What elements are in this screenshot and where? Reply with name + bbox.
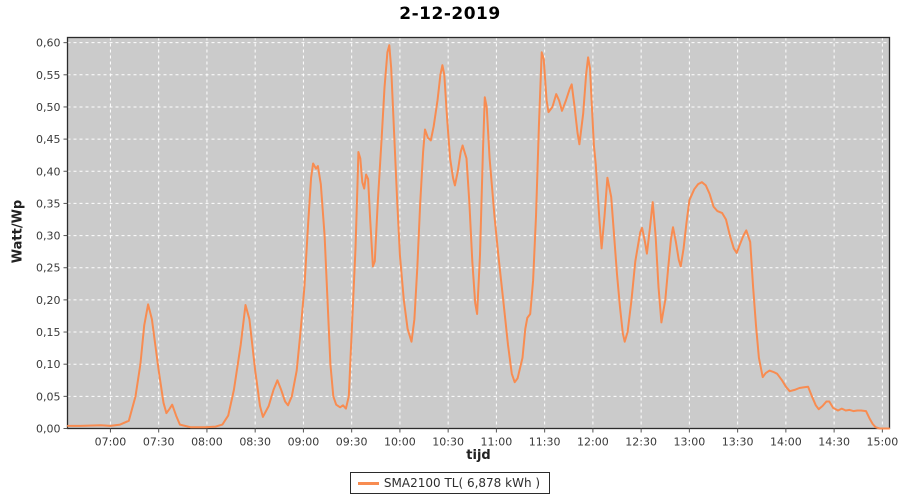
series-line [67, 44, 891, 430]
y-tick-label: 0,20 [36, 294, 61, 307]
y-tick-label: 0,40 [36, 165, 61, 178]
x-tick-label: 07:00 [95, 436, 127, 449]
x-tick-label: 08:00 [191, 436, 223, 449]
x-tick-label: 12:30 [625, 436, 657, 449]
x-tick-label: 08:30 [239, 436, 271, 449]
x-tick-label: 11:30 [529, 436, 561, 449]
legend-series-label: SMA2100 TL( 6,878 kWh ) [383, 476, 541, 490]
x-tick-label: 09:30 [336, 436, 368, 449]
legend-box: SMA2100 TL( 6,878 kWh ) [349, 472, 551, 494]
y-tick-label: 0,15 [36, 326, 61, 339]
x-tick-label: 11:00 [481, 436, 513, 449]
x-tick-label: 13:30 [722, 436, 754, 449]
x-axis-title: tijd [466, 448, 491, 463]
y-tick-label: 0,35 [36, 197, 61, 210]
y-tick-label: 0,30 [36, 230, 61, 243]
legend: SMA2100 TL( 6,878 kWh ) [0, 472, 900, 494]
plot-border [66, 36, 891, 430]
x-tick-label: 14:00 [770, 436, 802, 449]
x-tick-label: 09:00 [288, 436, 320, 449]
y-tick-label: 0,55 [36, 69, 61, 82]
chart-title: 2-12-2019 [399, 4, 501, 24]
x-tick-label: 10:30 [432, 436, 464, 449]
x-tick-label: 10:00 [384, 436, 416, 449]
x-tick-label: 12:00 [577, 436, 609, 449]
x-tick-label: 14:30 [818, 436, 850, 449]
x-tick-label: 13:00 [674, 436, 706, 449]
y-tick-label: 0,00 [36, 423, 61, 436]
y-tick-label: 0,25 [36, 262, 61, 275]
y-tick-label: 0,05 [36, 390, 61, 403]
y-tick-label: 0,45 [36, 133, 61, 146]
y-tick-label: 0,50 [36, 101, 61, 114]
y-tick-label: 0,60 [36, 37, 61, 50]
legend-line-swatch [357, 481, 379, 485]
x-tick-label: 07:30 [143, 436, 175, 449]
y-tick-label: 0,10 [36, 358, 61, 371]
x-tick-label: 15:00 [867, 436, 899, 449]
plot-background [67, 37, 890, 429]
y-axis-title: Watt/Wp [10, 199, 26, 264]
